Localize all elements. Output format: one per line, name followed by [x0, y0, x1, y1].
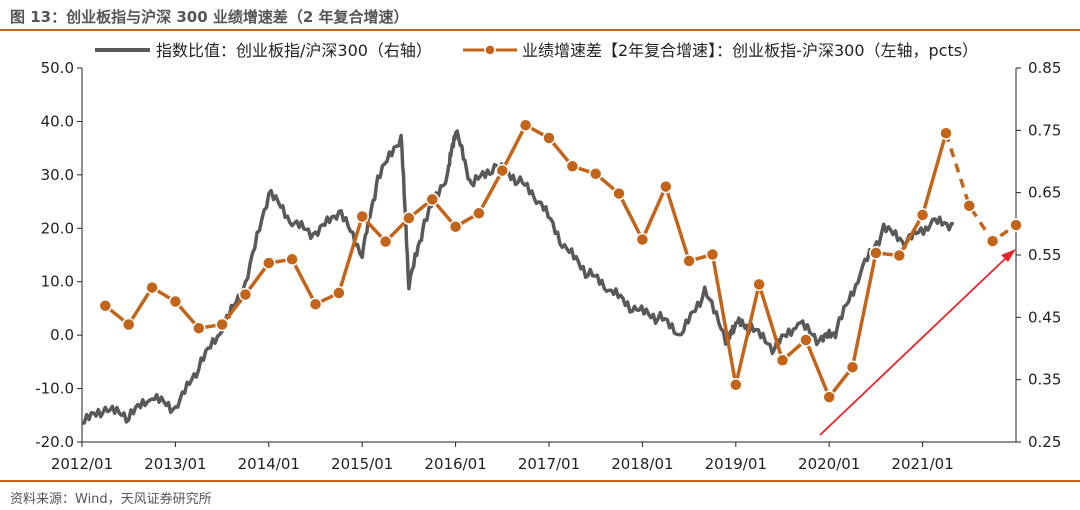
- earnings-diff-point: [262, 256, 276, 270]
- earnings-diff-point: [425, 192, 440, 207]
- earnings-diff-point: [799, 333, 813, 347]
- earnings-diff-point: [215, 317, 229, 332]
- earnings-diff-point: [402, 211, 416, 225]
- chart-legend: 指数比值：创业板指/沪深300（右轴） 业绩增速差【2年复合增速】：创业板指-沪…: [95, 41, 978, 60]
- earnings-diff-point: [192, 321, 206, 335]
- earnings-diff-point: [682, 254, 696, 268]
- trend-arrow-line: [819, 255, 1009, 436]
- earnings-growth-diff-series: [98, 118, 1023, 404]
- earnings-diff-point: [915, 208, 930, 222]
- earnings-diff-point: [285, 252, 299, 267]
- earnings-diff-point: [985, 234, 1000, 248]
- left-tick-label: 0.0: [50, 326, 74, 344]
- earnings-diff-point: [145, 280, 159, 295]
- left-tick-label: 20.0: [41, 219, 74, 237]
- earnings-diff-point: [565, 159, 580, 174]
- earnings-diff-point: [332, 286, 346, 300]
- earnings-diff-point: [168, 294, 183, 309]
- x-tick-label: 2021/01: [891, 455, 953, 473]
- chart-axes: 50.0 40.0 30.0 20.0 10.0 0.0 -10.0 -20.0 0.85 0.7…: [35, 59, 1061, 473]
- left-tick-label: 10.0: [41, 273, 74, 291]
- earnings-diff-line-forecast: [944, 132, 1017, 244]
- legend-label-index-ratio: 指数比值：创业板指/沪深300（右轴）: [156, 41, 432, 60]
- x-tick-label: 2019/01: [705, 455, 767, 473]
- chart-title: 图 13：创业板指与沪深 300 业绩增速差（2 年复合增速）: [10, 8, 409, 26]
- left-tick-label: 30.0: [41, 166, 74, 184]
- earnings-diff-point: [238, 287, 253, 302]
- earnings-diff-point: [892, 248, 907, 263]
- earnings-diff-point: [448, 219, 463, 234]
- earnings-diff-point: [542, 131, 556, 145]
- earnings-diff-point: [588, 167, 603, 181]
- earnings-diff-line: [104, 123, 948, 399]
- earnings-diff-point: [518, 118, 533, 132]
- right-tick-label: 0.25: [1028, 433, 1061, 451]
- earnings-diff-point: [659, 179, 673, 194]
- earnings-diff-point: [635, 232, 650, 247]
- right-tick-label: 0.45: [1028, 308, 1061, 326]
- x-tick-label: 2016/01: [424, 455, 486, 473]
- left-tick-label: -20.0: [35, 433, 74, 451]
- x-tick-label: 2012/01: [51, 455, 113, 473]
- earnings-diff-point: [495, 163, 510, 178]
- right-tick-label: 0.85: [1028, 59, 1061, 77]
- earnings-diff-point: [472, 206, 486, 221]
- source-rule: [0, 480, 1080, 482]
- trend-arrow-head: [1001, 249, 1016, 262]
- x-tick-label: 2015/01: [331, 455, 393, 473]
- left-tick-label: 40.0: [41, 112, 74, 130]
- earnings-diff-point: [845, 360, 860, 374]
- right-tick-label: 0.75: [1028, 121, 1061, 139]
- x-tick-label: 2017/01: [518, 455, 580, 473]
- trend-arrow: [819, 249, 1016, 436]
- earnings-diff-point: [121, 317, 136, 332]
- left-tick-label: 50.0: [41, 59, 74, 77]
- earnings-diff-point: [355, 209, 369, 224]
- right-tick-label: 0.65: [1028, 184, 1061, 202]
- earnings-diff-point: [962, 199, 977, 213]
- x-tick-label: 2018/01: [611, 455, 673, 473]
- title-rule: [0, 29, 1080, 31]
- earnings-diff-point: [752, 277, 766, 292]
- x-tick-label: 2013/01: [144, 455, 206, 473]
- earnings-diff-point: [939, 126, 953, 140]
- source-note: 资料来源：Wind，天风证券研究所: [10, 492, 212, 507]
- legend-marker-earnings-diff: [484, 44, 496, 56]
- earnings-diff-point: [98, 299, 113, 313]
- earnings-diff-point: [822, 390, 836, 404]
- earnings-diff-point: [308, 297, 323, 311]
- earnings-diff-point: [1009, 218, 1023, 232]
- earnings-diff-point: [378, 234, 393, 249]
- earnings-diff-point: [775, 353, 790, 368]
- earnings-diff-point: [729, 378, 743, 392]
- x-tick-label: 2020/01: [798, 455, 860, 473]
- right-tick-label: 0.55: [1028, 246, 1061, 264]
- right-tick-label: 0.35: [1028, 371, 1061, 389]
- earnings-diff-point: [612, 186, 626, 201]
- chart: 50.0 40.0 30.0 20.0 10.0 0.0 -10.0 -20.0 0.85 0.7…: [35, 41, 1061, 473]
- earnings-diff-point: [869, 246, 883, 260]
- earnings-diff-point: [705, 247, 720, 262]
- legend-label-earnings-diff: 业绩增速差【2年复合增速】：创业板指-沪深300（左轴，pcts）: [522, 41, 978, 60]
- left-tick-label: -10.0: [35, 380, 74, 398]
- x-tick-label: 2014/01: [238, 455, 300, 473]
